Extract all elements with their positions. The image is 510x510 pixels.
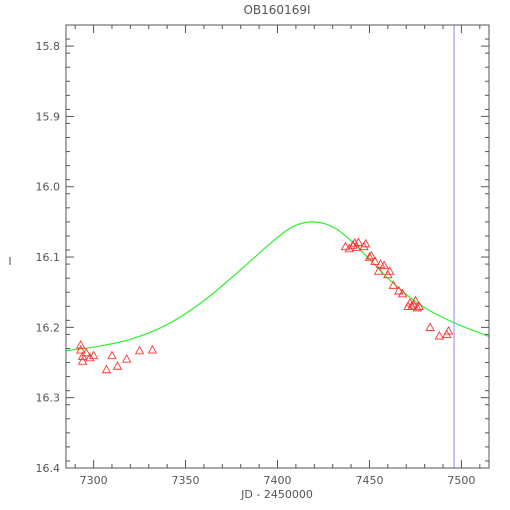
data-point-triangle [394, 285, 404, 295]
y-tick-label: 16.1 [36, 251, 61, 264]
model-fit-curve [66, 221, 489, 352]
data-point-triangle [77, 356, 88, 365]
data-point-triangle [397, 288, 408, 298]
data-point-triangle [75, 340, 86, 349]
data-point-triangle [340, 241, 351, 251]
y-tick-label: 15.8 [36, 40, 61, 53]
x-tick-label: 7400 [264, 474, 292, 487]
data-point-triangle [408, 299, 419, 309]
x-axis-title: JD - 2450000 [240, 488, 313, 501]
data-point-triangle [434, 330, 445, 340]
data-point-triangle [388, 280, 399, 289]
chart-title: OB160169I [243, 3, 310, 17]
data-point-triangle [147, 344, 158, 354]
data-point-triangle [107, 350, 117, 360]
plot-frame [65, 24, 490, 469]
y-tick-label: 16.4 [36, 462, 61, 475]
data-point-triangle [406, 301, 417, 310]
data-point-triangle [75, 344, 86, 354]
y-tick-label: 16.0 [36, 181, 61, 194]
data-point-triangle [85, 352, 95, 362]
data-point-triangle [373, 266, 384, 275]
y-axis-title: I [8, 255, 11, 268]
y-tick-label: 15.9 [36, 110, 61, 123]
axis-ticks: 7300 7350 7400 7450 7500 15.8 15.9 16.0 16.1 16.2… [36, 24, 489, 487]
data-point-triangle [88, 350, 99, 360]
data-point-triangle [101, 364, 112, 374]
data-point-triangle [414, 301, 424, 310]
x-tick-label: 7350 [172, 474, 200, 487]
series-layer [66, 25, 489, 468]
data-point-triangle [384, 266, 395, 275]
x-tick-label: 7450 [355, 474, 383, 487]
data-point-triangle [351, 242, 362, 251]
data-point-triangle [443, 325, 454, 335]
data-point-triangle [425, 322, 435, 332]
data-point-triangle [410, 295, 421, 305]
y-tick-label: 16.3 [36, 392, 61, 405]
data-point-triangle [412, 302, 423, 312]
data-point-triangle [364, 252, 375, 261]
data-point-triangle [134, 345, 145, 355]
data-point-triangle [361, 238, 371, 248]
y-tick-label: 16.2 [36, 321, 61, 334]
data-point-triangle [81, 347, 91, 357]
data-point-triangle [112, 361, 123, 370]
data-point-triangle [366, 250, 377, 260]
x-tick-label: 7500 [447, 474, 475, 487]
data-point-triangle [121, 354, 132, 363]
data-point-triangle [379, 260, 389, 270]
data-point-triangle [353, 237, 364, 246]
data-point-triangle [370, 256, 380, 265]
x-tick-label: 7300 [80, 474, 108, 487]
